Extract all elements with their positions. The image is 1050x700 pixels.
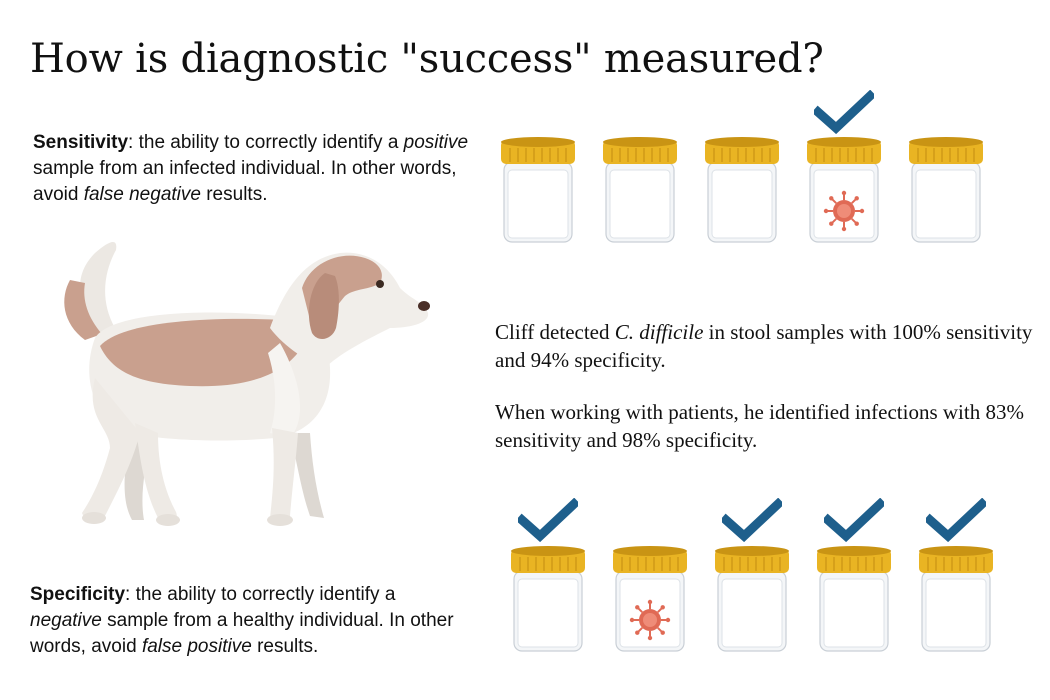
sensitivity-text-3: results. [200, 184, 268, 205]
sensitivity-text-1: : the ability to correctly identify a [128, 132, 404, 153]
bottom-sample-jar [814, 545, 894, 655]
specificity-emphasis-1: negative [30, 610, 102, 631]
top-sample-jar [906, 136, 986, 246]
bottom-sample-jar [712, 545, 792, 655]
pathogen-icon [629, 599, 671, 641]
bottom-sample-jar [916, 545, 996, 655]
checkmark-icon [923, 497, 989, 543]
checkmark-icon [811, 89, 877, 135]
beagle-dog-illustration [64, 242, 430, 526]
sensitivity-emphasis-1: positive [403, 132, 469, 153]
pathogen-name: C. difficile [614, 320, 704, 344]
page-title: How is diagnostic "success" measured? [30, 36, 824, 82]
specificity-text-3: results. [251, 636, 319, 657]
result-text-2: in stool samples with 100% sensitivity a… [495, 320, 1033, 372]
bottom-infected-sample-jar [610, 545, 690, 655]
pathogen-icon [823, 190, 865, 232]
checkmark-icon [515, 497, 581, 543]
top-sample-jar [498, 136, 578, 246]
specificity-emphasis-2: false positive [141, 636, 252, 657]
sensitivity-text-2: sample from an infected individual. In o… [33, 158, 457, 205]
patient-result: When working with patients, he identifie… [495, 400, 1024, 452]
sensitivity-definition: Sensitivity: the ability to correctly id… [33, 130, 473, 208]
specificity-definition: Specificity: the ability to correctly id… [30, 582, 470, 660]
result-text-1: Cliff detected [495, 320, 615, 344]
top-infected-sample-jar [804, 136, 884, 246]
top-sample-jar [600, 136, 680, 246]
specificity-text-1: : the ability to correctly identify a [125, 584, 396, 605]
top-sample-jar [702, 136, 782, 246]
specificity-term: Specificity [30, 584, 126, 605]
specificity-text-2: sample from a healthy individual. In oth… [30, 610, 454, 657]
stool-sample-result: Cliff detected C. difficile in stool sam… [495, 318, 1035, 374]
checkmark-icon [821, 497, 887, 543]
checkmark-icon [719, 497, 785, 543]
sensitivity-emphasis-2: false negative [83, 184, 201, 205]
bottom-sample-jar [508, 545, 588, 655]
sensitivity-term: Sensitivity [33, 132, 129, 153]
